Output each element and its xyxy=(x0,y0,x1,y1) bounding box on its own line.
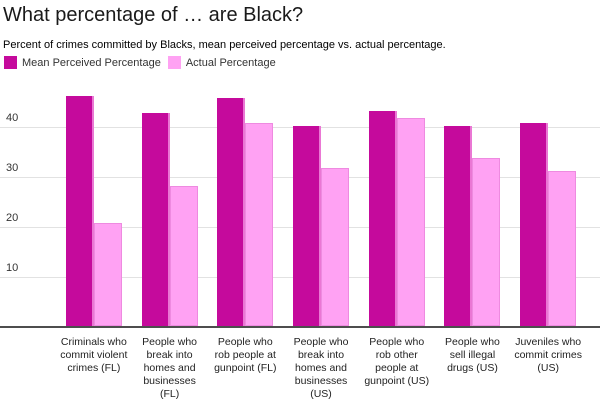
perceived-bar-4 xyxy=(293,125,322,326)
y-tick-label-30: 30 xyxy=(6,162,19,174)
perceived-swatch-icon xyxy=(4,56,17,69)
category-label-3: People who rob people at gunpoint (FL) xyxy=(214,336,277,374)
y-tick-label-40: 40 xyxy=(6,112,19,124)
actual-bar-4 xyxy=(321,168,350,326)
actual-bar-7 xyxy=(548,170,577,326)
bar-group-1 xyxy=(56,85,132,326)
actual-swatch-icon xyxy=(167,56,181,69)
legend-label-actual: Actual Percentage xyxy=(185,56,276,69)
chart-subtitle: Percent of crimes committed by Blacks, m… xyxy=(3,39,446,51)
category-label-5: People who rob other people at gunpoint … xyxy=(364,336,430,387)
category-label-6: People who sell illegal drugs (US) xyxy=(445,336,500,374)
category-axis-labels: Criminals who commit violent crimes (FL)… xyxy=(56,336,586,400)
perceived-bar-1 xyxy=(65,95,94,326)
perceived-bar-3 xyxy=(217,98,246,326)
chart-title: What percentage of … are Black? xyxy=(3,4,304,26)
y-tick-label-20: 20 xyxy=(6,212,19,224)
legend-item-actual: Actual Percentage xyxy=(167,56,276,69)
plot-area: 10 20 30 40 xyxy=(0,85,600,328)
actual-bar-5 xyxy=(396,118,425,326)
bar-groups xyxy=(56,85,586,326)
category-label-1: Criminals who commit violent crimes (FL) xyxy=(60,336,128,374)
actual-bar-2 xyxy=(169,185,198,326)
actual-bar-1 xyxy=(93,223,122,326)
y-tick-label-10: 10 xyxy=(6,262,19,274)
bar-group-3 xyxy=(207,85,283,326)
bar-group-5 xyxy=(359,85,435,326)
category-label-7: Juveniles who commit crimes (US) xyxy=(514,336,582,374)
legend: Mean Perceived Percentage Actual Percent… xyxy=(4,56,276,69)
legend-item-perceived: Mean Perceived Percentage xyxy=(4,56,161,69)
perceived-bar-2 xyxy=(141,113,170,326)
legend-label-perceived: Mean Perceived Percentage xyxy=(22,56,161,69)
actual-bar-6 xyxy=(472,158,501,326)
perceived-bar-7 xyxy=(520,123,549,326)
actual-bar-3 xyxy=(245,123,274,326)
perceived-bar-5 xyxy=(368,110,397,326)
bar-group-2 xyxy=(132,85,208,326)
bar-group-7 xyxy=(510,85,586,326)
bar-group-6 xyxy=(435,85,511,326)
category-label-4: People who break into homes and business… xyxy=(293,336,349,400)
bar-group-4 xyxy=(283,85,359,326)
category-label-2: People who break into homes and business… xyxy=(142,336,198,400)
perceived-bar-6 xyxy=(444,125,473,326)
